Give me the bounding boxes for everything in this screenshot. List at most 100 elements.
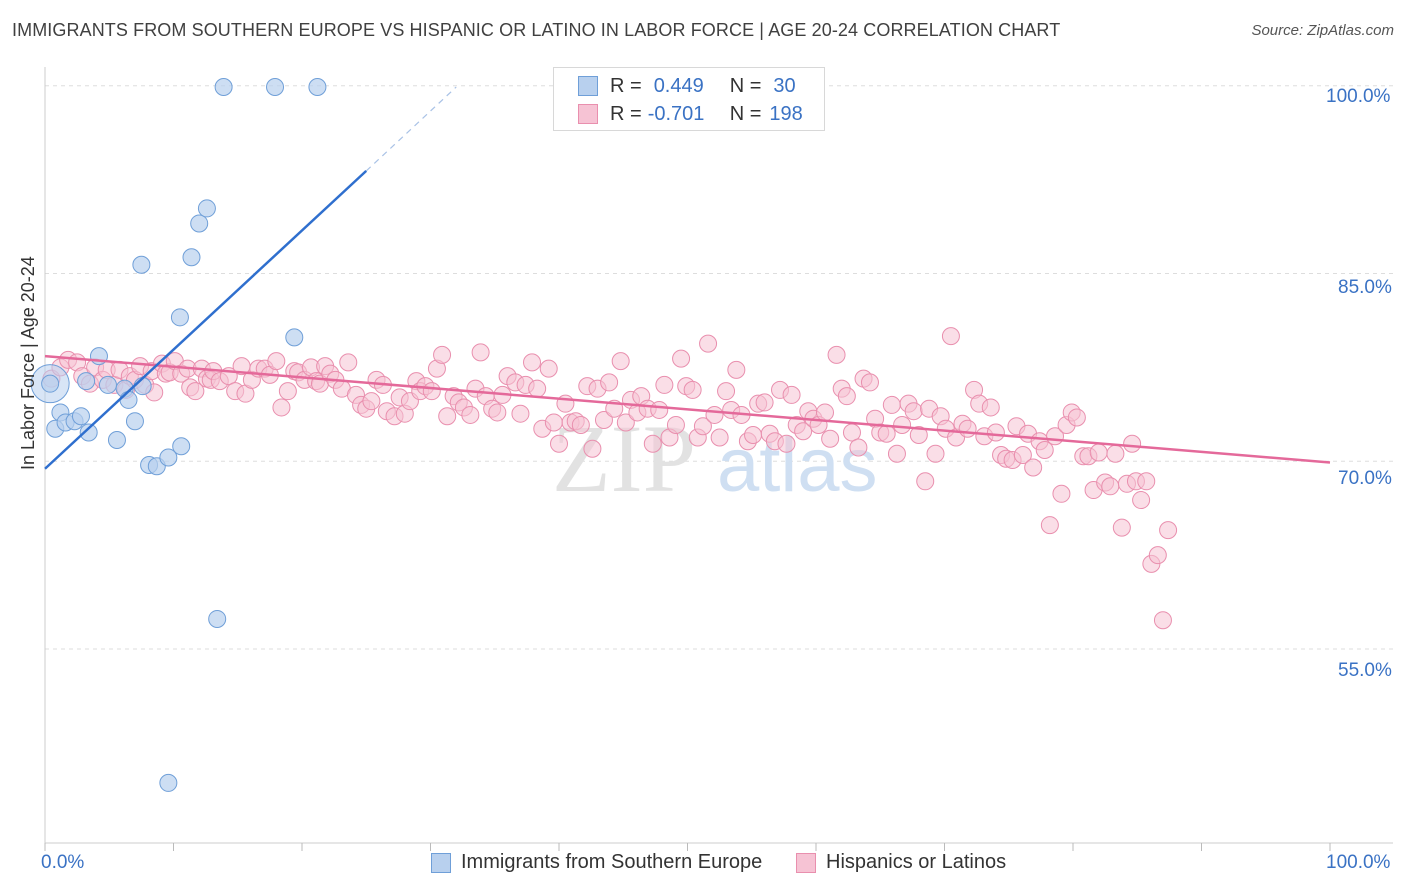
- southern-europe-point: [132, 255, 151, 274]
- legend-row-blue: R = 0.449 N = 30: [554, 72, 796, 100]
- hispanic-point: [916, 472, 935, 491]
- hispanic-point: [1137, 472, 1156, 491]
- y-tick-label-70: 70.0%: [1338, 468, 1392, 489]
- hispanic-point: [821, 429, 840, 448]
- x-tick-label-min: 0.0%: [41, 852, 85, 873]
- hispanic-point: [710, 428, 729, 447]
- hispanic-point: [893, 415, 912, 434]
- hispanic-point: [877, 424, 896, 443]
- hispanic-point: [655, 375, 674, 394]
- hispanic-point: [186, 382, 205, 401]
- hispanic-point: [1013, 446, 1032, 464]
- hispanic-point: [1159, 521, 1178, 540]
- hispanic-point: [611, 352, 630, 371]
- hispanic-point: [616, 413, 635, 432]
- hispanic-point: [643, 434, 662, 453]
- southern-europe-point: [125, 412, 144, 431]
- legend-swatch-blue: [578, 76, 598, 96]
- hispanic-point: [278, 382, 297, 401]
- hispanic-point: [433, 345, 452, 364]
- southern-europe-point: [41, 374, 60, 393]
- legend-n-label: N =: [729, 74, 762, 97]
- axes: [44, 67, 1393, 851]
- hispanic-point: [958, 419, 977, 438]
- southern-europe-point: [98, 375, 117, 394]
- chart-title: IMMIGRANTS FROM SOUTHERN EUROPE VS HISPA…: [12, 20, 1061, 40]
- legend-row-pink: R = -0.701 N = 198: [554, 100, 803, 128]
- hispanic-point: [827, 345, 846, 364]
- source-label: Source: ZipAtlas.com: [1251, 22, 1394, 39]
- legend-label-hispanic: Hispanics or Latinos: [826, 851, 1007, 873]
- hispanic-point: [267, 352, 286, 371]
- hispanic-point: [926, 444, 945, 463]
- southern-europe-point: [159, 448, 178, 467]
- hispanic-point: [1101, 477, 1120, 496]
- y-axis-label: In Labor Force | Age 20-24: [18, 256, 38, 470]
- hispanic-trend-line: [44, 354, 1331, 464]
- hispanic-point: [755, 393, 774, 412]
- hispanic-point: [887, 444, 906, 463]
- legend-label-southern-europe: Immigrants from Southern Europe: [461, 851, 763, 873]
- legend-n-value: 30: [773, 74, 796, 97]
- hispanic-point: [544, 413, 563, 432]
- hispanic-point: [583, 439, 602, 458]
- southern-europe-point: [308, 78, 327, 97]
- hispanic-point: [699, 334, 718, 353]
- hispanic-point: [539, 359, 558, 378]
- southern-europe-point: [71, 407, 90, 426]
- southern-europe-point: [79, 423, 98, 442]
- southern-europe-point: [190, 214, 209, 233]
- hispanic-point: [1132, 491, 1151, 510]
- legend-swatch-pink: [578, 104, 598, 124]
- southern-europe-point: [170, 308, 189, 327]
- hispanic-point: [511, 404, 530, 423]
- hispanic-point: [1123, 434, 1142, 453]
- x-tick-label-max: 100.0%: [1326, 852, 1391, 873]
- hispanic-point: [815, 403, 834, 422]
- hispanic-point: [571, 415, 590, 434]
- southern-europe-trend-extension: [365, 86, 457, 172]
- hispanic-point: [981, 398, 1000, 417]
- hispanic-point: [837, 387, 856, 406]
- y-tick-label-85: 85.0%: [1338, 277, 1392, 298]
- legend-r-value: -0.701: [647, 102, 705, 125]
- southern-europe-point: [159, 773, 178, 792]
- legend-n-value: 198: [769, 102, 803, 125]
- legend-item-southern-europe[interactable]: Immigrants from Southern Europe: [431, 851, 762, 874]
- hispanic-point: [272, 398, 291, 417]
- southern-europe-trend-line: [44, 169, 368, 470]
- southern-europe-point: [182, 248, 201, 267]
- legend-r-label: R =: [610, 102, 642, 125]
- southern-europe-point: [214, 78, 233, 97]
- southern-europe-point: [133, 377, 152, 396]
- hispanic-point: [683, 380, 702, 399]
- southern-europe-points: [30, 78, 327, 792]
- legend-r-value: 0.449: [653, 74, 704, 97]
- southern-europe-point: [119, 390, 138, 409]
- hispanic-point: [705, 405, 724, 424]
- southern-europe-point: [285, 328, 304, 347]
- legend-r-label: R =: [610, 74, 642, 97]
- hispanic-point: [1112, 518, 1131, 537]
- hispanic-point: [1035, 440, 1054, 459]
- hispanic-point: [1089, 443, 1108, 462]
- y-tick-label-55: 55.0%: [1338, 660, 1392, 681]
- hispanic-point: [860, 373, 879, 392]
- hispanic-point: [882, 395, 901, 414]
- hispanic-point: [842, 423, 861, 442]
- legend-swatch-blue: [431, 852, 451, 873]
- hispanic-point: [471, 343, 490, 362]
- hispanic-point: [717, 382, 736, 401]
- hispanic-point: [362, 392, 381, 411]
- hispanic-point: [909, 425, 928, 444]
- legend-item-hispanic[interactable]: Hispanics or Latinos: [796, 851, 1006, 874]
- hispanic-point: [422, 382, 441, 401]
- hispanic-point: [777, 434, 796, 453]
- hispanic-point: [1148, 546, 1167, 565]
- hispanic-points: [42, 327, 1178, 630]
- hispanic-point: [941, 327, 960, 346]
- series-legend: Immigrants from Southern Europe Hispanic…: [0, 851, 1406, 877]
- legend-swatch-pink: [796, 852, 816, 873]
- hispanic-point: [782, 385, 801, 404]
- hispanic-point: [600, 373, 619, 392]
